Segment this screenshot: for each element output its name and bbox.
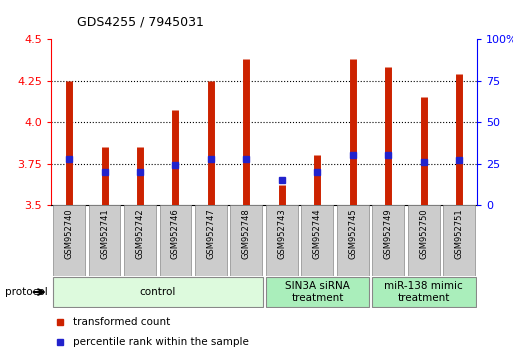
Bar (160, 205, 191, 276)
Bar (443, 205, 476, 276)
Text: GSM952750: GSM952750 (419, 208, 428, 259)
Text: GSM952744: GSM952744 (313, 208, 322, 259)
Text: GDS4255 / 7945031: GDS4255 / 7945031 (77, 15, 204, 28)
Text: control: control (140, 287, 176, 297)
Text: GSM952742: GSM952742 (135, 208, 145, 259)
Text: GSM952751: GSM952751 (455, 208, 464, 259)
Text: SIN3A siRNA
treatment: SIN3A siRNA treatment (285, 281, 350, 303)
Text: GSM952747: GSM952747 (206, 208, 215, 259)
Text: GSM952746: GSM952746 (171, 208, 180, 259)
Text: GSM952743: GSM952743 (278, 208, 286, 259)
Text: percentile rank within the sample: percentile rank within the sample (73, 337, 248, 347)
Text: GSM952748: GSM952748 (242, 208, 251, 259)
Text: GSM952745: GSM952745 (348, 208, 358, 259)
Bar (195, 205, 227, 276)
Text: GSM952741: GSM952741 (100, 208, 109, 259)
Bar (124, 205, 156, 276)
Text: transformed count: transformed count (73, 318, 170, 327)
Text: miR-138 mimic
treatment: miR-138 mimic treatment (384, 281, 463, 303)
Bar (408, 205, 440, 276)
Text: GSM952749: GSM952749 (384, 208, 393, 259)
Text: GSM952740: GSM952740 (65, 208, 73, 259)
Bar (266, 205, 298, 276)
Text: protocol: protocol (5, 287, 48, 297)
Bar (53, 205, 85, 276)
Bar (89, 205, 121, 276)
Bar (372, 205, 404, 276)
Bar (230, 205, 263, 276)
Bar (302, 205, 333, 276)
Bar (53, 277, 263, 307)
Bar (266, 277, 369, 307)
Bar (372, 277, 476, 307)
Bar (337, 205, 369, 276)
